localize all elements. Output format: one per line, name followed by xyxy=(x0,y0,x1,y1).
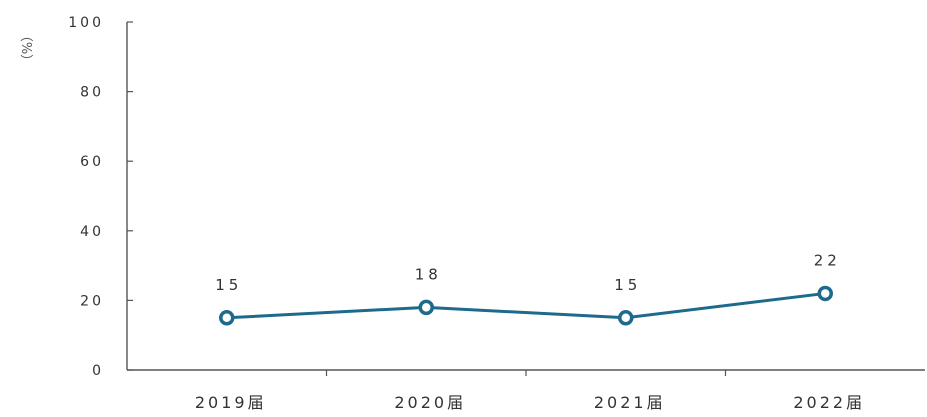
y-axis-label: （%） xyxy=(18,29,33,67)
data-point xyxy=(817,285,833,302)
x-tick-label: 2021届 xyxy=(594,393,666,412)
data-label: 15 xyxy=(215,276,242,294)
y-tick-label: 100 xyxy=(68,15,104,31)
y-tick-label: 60 xyxy=(80,154,104,170)
data-label: 18 xyxy=(415,265,442,283)
x-tick-label: 2020届 xyxy=(394,393,466,412)
x-tick-label: 2022届 xyxy=(793,393,865,412)
data-labels: 15 18 15 22 xyxy=(215,251,841,294)
series-line xyxy=(226,291,826,320)
data-label: 22 xyxy=(814,251,841,269)
data-point xyxy=(618,310,634,326)
x-tick-label: 2019届 xyxy=(195,393,267,412)
data-label: 15 xyxy=(614,276,641,294)
x-ticks: 2019届 2020届 2021届 2022届 xyxy=(195,370,865,412)
data-point xyxy=(219,310,235,326)
y-ticks: 0 20 40 60 80 100 xyxy=(68,15,133,379)
series-group xyxy=(219,285,833,326)
y-tick-label: 80 xyxy=(80,85,104,101)
data-point xyxy=(418,299,434,316)
y-tick-label: 20 xyxy=(80,293,104,309)
y-tick-label: 0 xyxy=(92,363,104,379)
y-tick-label: 40 xyxy=(80,224,104,240)
